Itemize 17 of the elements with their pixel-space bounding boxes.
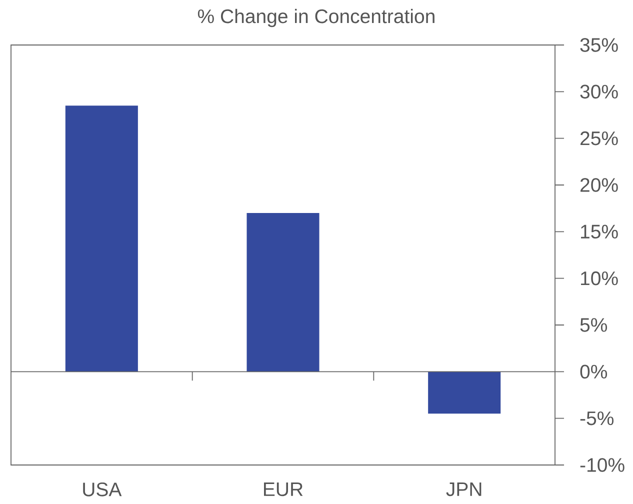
y-tick-label: 25% xyxy=(580,131,618,146)
y-tick-label: -10% xyxy=(580,458,624,472)
y-tick-label: -5% xyxy=(580,411,614,426)
chart-title: % Change in Concentration xyxy=(198,8,434,28)
x-tick-label: EUR xyxy=(264,482,303,496)
y-tick-label: 0% xyxy=(580,364,608,379)
y-tick-label: 30% xyxy=(580,84,618,99)
x-tick-label: JPN xyxy=(446,482,482,496)
y-tick-label: 5% xyxy=(580,318,608,332)
y-tick-label: 20% xyxy=(580,178,618,192)
bar xyxy=(65,106,138,372)
y-tick-label: 35% xyxy=(580,38,618,52)
y-tick-label: 15% xyxy=(581,224,618,239)
x-tick-label: USA xyxy=(83,482,122,496)
y-tick-label: 10% xyxy=(581,271,618,286)
bar xyxy=(246,212,320,372)
bar xyxy=(428,372,501,414)
